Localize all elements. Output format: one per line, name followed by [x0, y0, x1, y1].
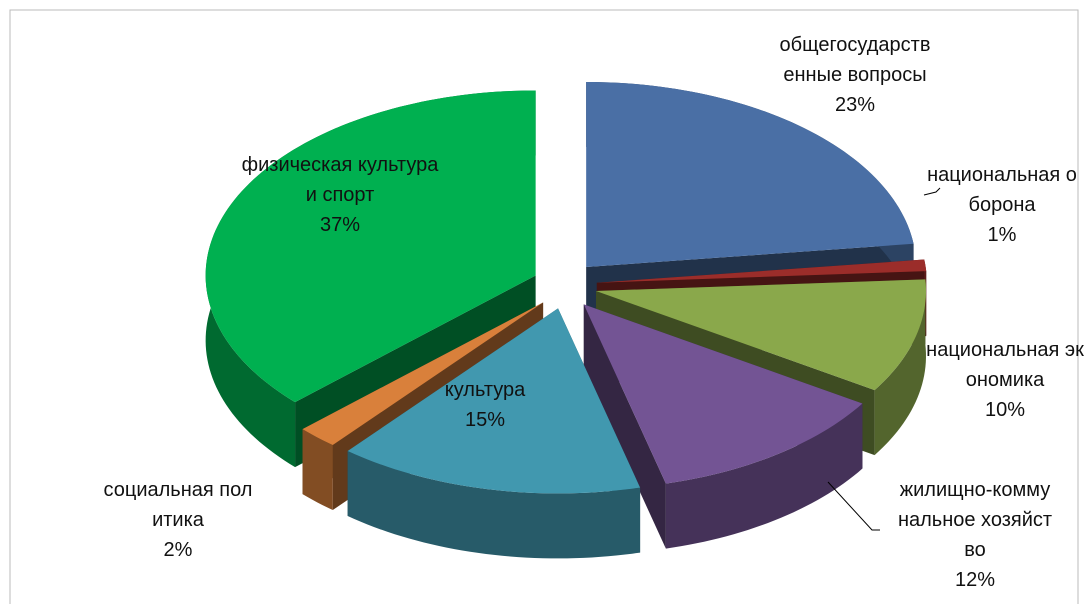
slice — [302, 302, 544, 446]
data-label: социальная политика 2% — [98, 475, 258, 565]
slices — [205, 81, 927, 559]
category-label: культура — [444, 379, 526, 401]
category-label: национальная экономика — [926, 339, 1084, 391]
leader-line — [827, 481, 880, 531]
value-label: 10% — [984, 399, 1026, 421]
value-label: 12% — [954, 569, 996, 591]
value-label: 23% — [834, 94, 876, 116]
slice-wall — [347, 450, 641, 559]
slice — [205, 90, 536, 403]
slice-wall — [302, 429, 333, 511]
slice — [586, 81, 914, 267]
value-label: 37% — [319, 214, 361, 236]
slice — [595, 279, 926, 391]
value-label: 15% — [464, 409, 506, 431]
data-label: национальная оборона 1% — [927, 160, 1077, 250]
data-label: культура 15% — [405, 375, 565, 435]
slice — [583, 304, 863, 484]
slice — [347, 308, 641, 494]
slice-wall — [874, 279, 926, 456]
slice-side — [583, 304, 666, 549]
category-label: физическая культура и спорт — [241, 154, 439, 206]
category-label: жилищно-коммунальное хозяйство — [897, 479, 1053, 561]
category-label: социальная политика — [103, 479, 253, 531]
data-label: национальная экономика 10% — [925, 335, 1085, 425]
slice-group — [583, 304, 863, 549]
value-label: 2% — [163, 539, 193, 561]
leader-line — [923, 187, 941, 196]
slice-wall — [665, 403, 863, 549]
category-label: общегосударственные вопросы — [779, 34, 931, 86]
slice-group — [347, 308, 641, 559]
data-label: физическая культура и спорт 37% — [240, 150, 440, 240]
data-label: жилищно-коммунальное хозяйство 12% — [895, 475, 1055, 595]
value-label: 1% — [987, 224, 1017, 246]
slice — [596, 259, 927, 283]
data-label: общегосударственные вопросы 23% — [775, 30, 935, 120]
category-label: национальная оборона — [927, 164, 1077, 216]
